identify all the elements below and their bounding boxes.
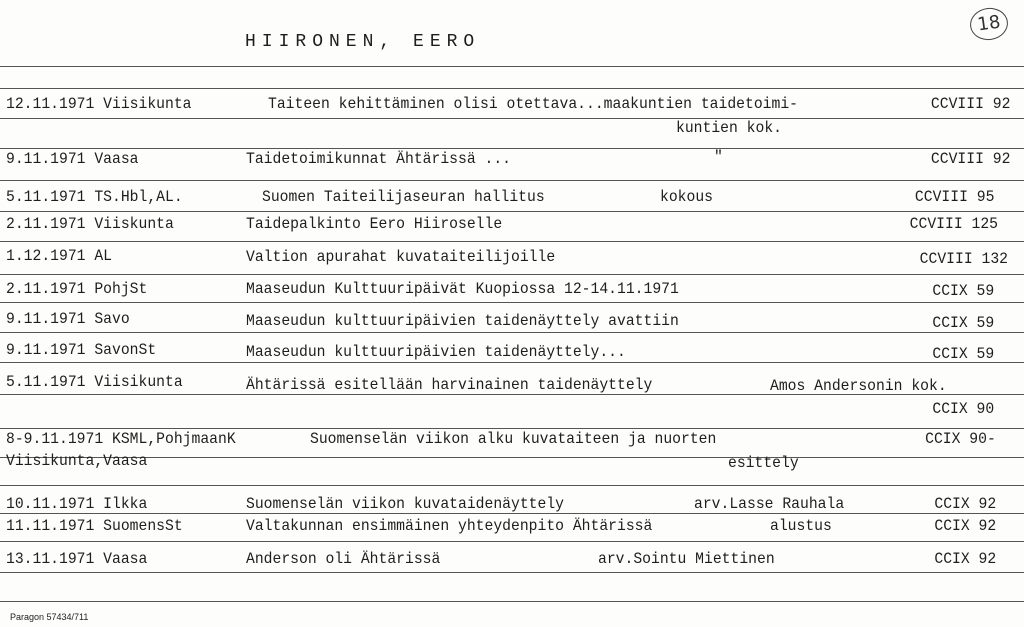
entry-title: Valtakunnan ensimmäinen yhteydenpito Äht…	[246, 517, 653, 535]
entry-ref: CCIX 59	[932, 282, 994, 300]
rule	[0, 66, 1024, 67]
entry-date-source: 12.11.1971 Viisikunta	[6, 95, 192, 113]
entry-title: Taiteen kehittäminen olisi otettava...ma…	[268, 95, 799, 113]
rule	[0, 148, 1024, 149]
entry-date-source: 9.11.1971 Savo	[6, 310, 130, 328]
entry-date-source: 11.11.1971 SuomensSt	[6, 517, 183, 535]
entry-date-source: 2.11.1971 PohjSt	[6, 280, 148, 298]
rule	[0, 362, 1024, 363]
entry-date-source: 5.11.1971 Viisikunta	[6, 373, 183, 391]
entry-ref: CCVIII 125	[909, 215, 998, 233]
entry-title: Taidepalkinto Eero Hiiroselle	[246, 215, 503, 233]
entry-ref: CCIX 90-	[925, 430, 996, 448]
entry-date-source: 9.11.1971 SavonSt	[6, 341, 157, 359]
rule	[0, 572, 1024, 573]
entry-date-source: 9.11.1971 Vaasa	[6, 150, 139, 168]
entry-note: arv.Sointu Miettinen	[598, 550, 775, 568]
entry-ref: CCIX 92	[934, 495, 996, 513]
entry-title: Maaseudun Kulttuuripäivät Kuopiossa 12-1…	[246, 280, 679, 298]
rule	[0, 513, 1024, 514]
entry-source-secondary: Viisikunta,Vaasa	[6, 452, 148, 470]
entry-title: Maaseudun kulttuuripäivien taidenäyttely…	[246, 312, 679, 330]
entry-ref: CCVIII 95	[914, 188, 994, 206]
entry-title: Suomenselän viikon alku kuvataiteen ja n…	[310, 430, 717, 448]
rule	[0, 428, 1024, 429]
entry-continuation: esittely	[728, 454, 799, 472]
rule	[0, 241, 1024, 242]
entry-ref: CCVIII 92	[930, 95, 1010, 113]
rule	[0, 302, 1024, 303]
rule	[0, 485, 1024, 486]
entry-title: Valtion apurahat kuvataiteilijoille	[246, 248, 556, 266]
entry-ref: CCIX 90	[932, 400, 994, 418]
entry-continuation: kuntien kok.	[676, 119, 783, 137]
entry-date-source: 8-9.11.1971 KSML,PohjmaanK	[6, 430, 236, 448]
entry-ref: CCIX 92	[934, 550, 996, 568]
entry-title: Suomen Taiteilijaseuran hallitus	[262, 188, 545, 206]
entry-note: Amos Andersonin kok.	[770, 377, 947, 395]
entry-date-source: 13.11.1971 Vaasa	[6, 550, 148, 568]
card-number-stamp: 18	[967, 5, 1011, 43]
card-title: HIIRONEN, EERO	[245, 32, 481, 52]
rule	[0, 88, 1024, 89]
entry-date-source: 10.11.1971 Ilkka	[6, 495, 148, 513]
entry-note: kokous	[660, 188, 714, 206]
rule	[0, 541, 1024, 542]
rule	[0, 332, 1024, 333]
entry-note: arv.Lasse Rauhala	[694, 495, 845, 513]
rule	[0, 118, 1024, 119]
printer-imprint: Paragon 57434/711	[10, 612, 89, 622]
entry-ref: CCVIII 132	[919, 250, 1008, 268]
rule	[0, 180, 1024, 181]
rule	[0, 274, 1024, 275]
rule	[0, 211, 1024, 212]
entry-ref: CCIX 59	[932, 314, 994, 332]
entry-title: Suomenselän viikon kuvataidenäyttely	[246, 495, 565, 513]
entry-title: Ähtärissä esitellään harvinainen taidenä…	[246, 376, 653, 394]
entry-ref: CCIX 92	[934, 517, 996, 535]
rule	[0, 394, 1024, 395]
rule	[0, 457, 1024, 458]
entry-ref: CCIX 59	[932, 345, 994, 363]
entry-title: Anderson oli Ähtärissä	[246, 550, 441, 568]
entry-title: Taidetoimikunnat Ähtärissä ...	[246, 150, 512, 168]
entry-date-source: 1.12.1971 AL	[6, 247, 113, 265]
entry-date-source: 5.11.1971 TS.Hbl,AL.	[6, 188, 183, 206]
entry-date-source: 2.11.1971 Viiskunta	[6, 215, 174, 233]
entry-ref: CCVIII 92	[930, 150, 1010, 168]
entry-title: Maaseudun kulttuuripäivien taidenäyttely…	[246, 343, 626, 361]
entry-note: "	[714, 148, 723, 166]
entry-note: alustus	[770, 517, 832, 535]
rule	[0, 601, 1024, 602]
